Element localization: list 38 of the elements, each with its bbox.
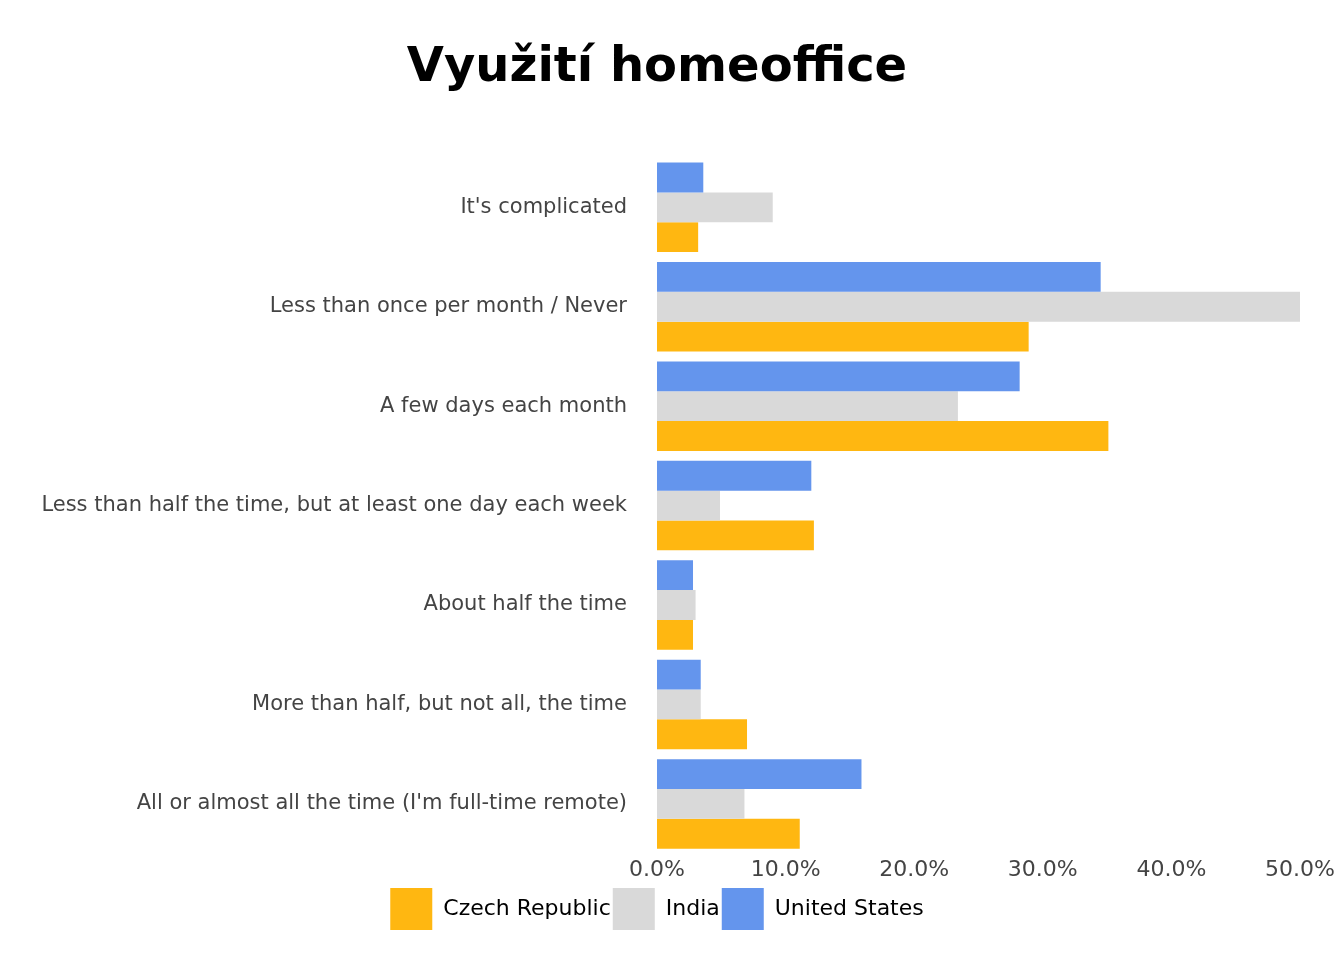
- bar: [657, 391, 958, 422]
- bar: [657, 490, 721, 521]
- bar: [657, 788, 745, 819]
- chart-title: Využití homeoffice: [406, 36, 908, 93]
- bar: [657, 421, 1109, 451]
- x-tick-label: 20.0%: [879, 855, 950, 881]
- bar: [657, 321, 1029, 352]
- y-tick-label: Less than half the time, but at least one day each week: [41, 492, 628, 517]
- y-tick-label: A few days each month: [380, 392, 627, 417]
- x-tick-label: 50.0%: [1265, 855, 1335, 881]
- bar: [657, 262, 1101, 292]
- legend-label: India: [665, 894, 720, 920]
- bar: [657, 759, 862, 789]
- x-tick-label: 0.0%: [629, 855, 685, 881]
- bar: [657, 361, 1020, 392]
- y-tick-label: Less than once per month / Never: [269, 293, 628, 318]
- bar: [657, 590, 696, 620]
- legend-label: Czech Republic: [443, 894, 611, 920]
- y-tick-label: About half the time: [423, 591, 627, 616]
- bar: [657, 222, 699, 253]
- bar: [657, 659, 701, 690]
- legend-label: United States: [774, 894, 924, 920]
- x-tick-label: 10.0%: [750, 855, 821, 881]
- bar: [657, 460, 812, 491]
- bar: [657, 689, 701, 720]
- bar: [657, 818, 800, 849]
- y-tick-label: More than half, but not all, the time: [252, 690, 627, 715]
- bar: [657, 560, 694, 591]
- x-tick-label: 30.0%: [1007, 855, 1078, 881]
- bar: [657, 162, 704, 193]
- bar: [657, 719, 748, 750]
- bar: [657, 619, 694, 650]
- bar: [657, 192, 773, 223]
- x-tick-label: 40.0%: [1136, 855, 1207, 881]
- y-tick-label: All or almost all the time (I'm full-time remote): [136, 790, 627, 815]
- bar: [657, 291, 1300, 322]
- y-tick-label: It's complicated: [460, 193, 627, 218]
- bar: [657, 520, 814, 551]
